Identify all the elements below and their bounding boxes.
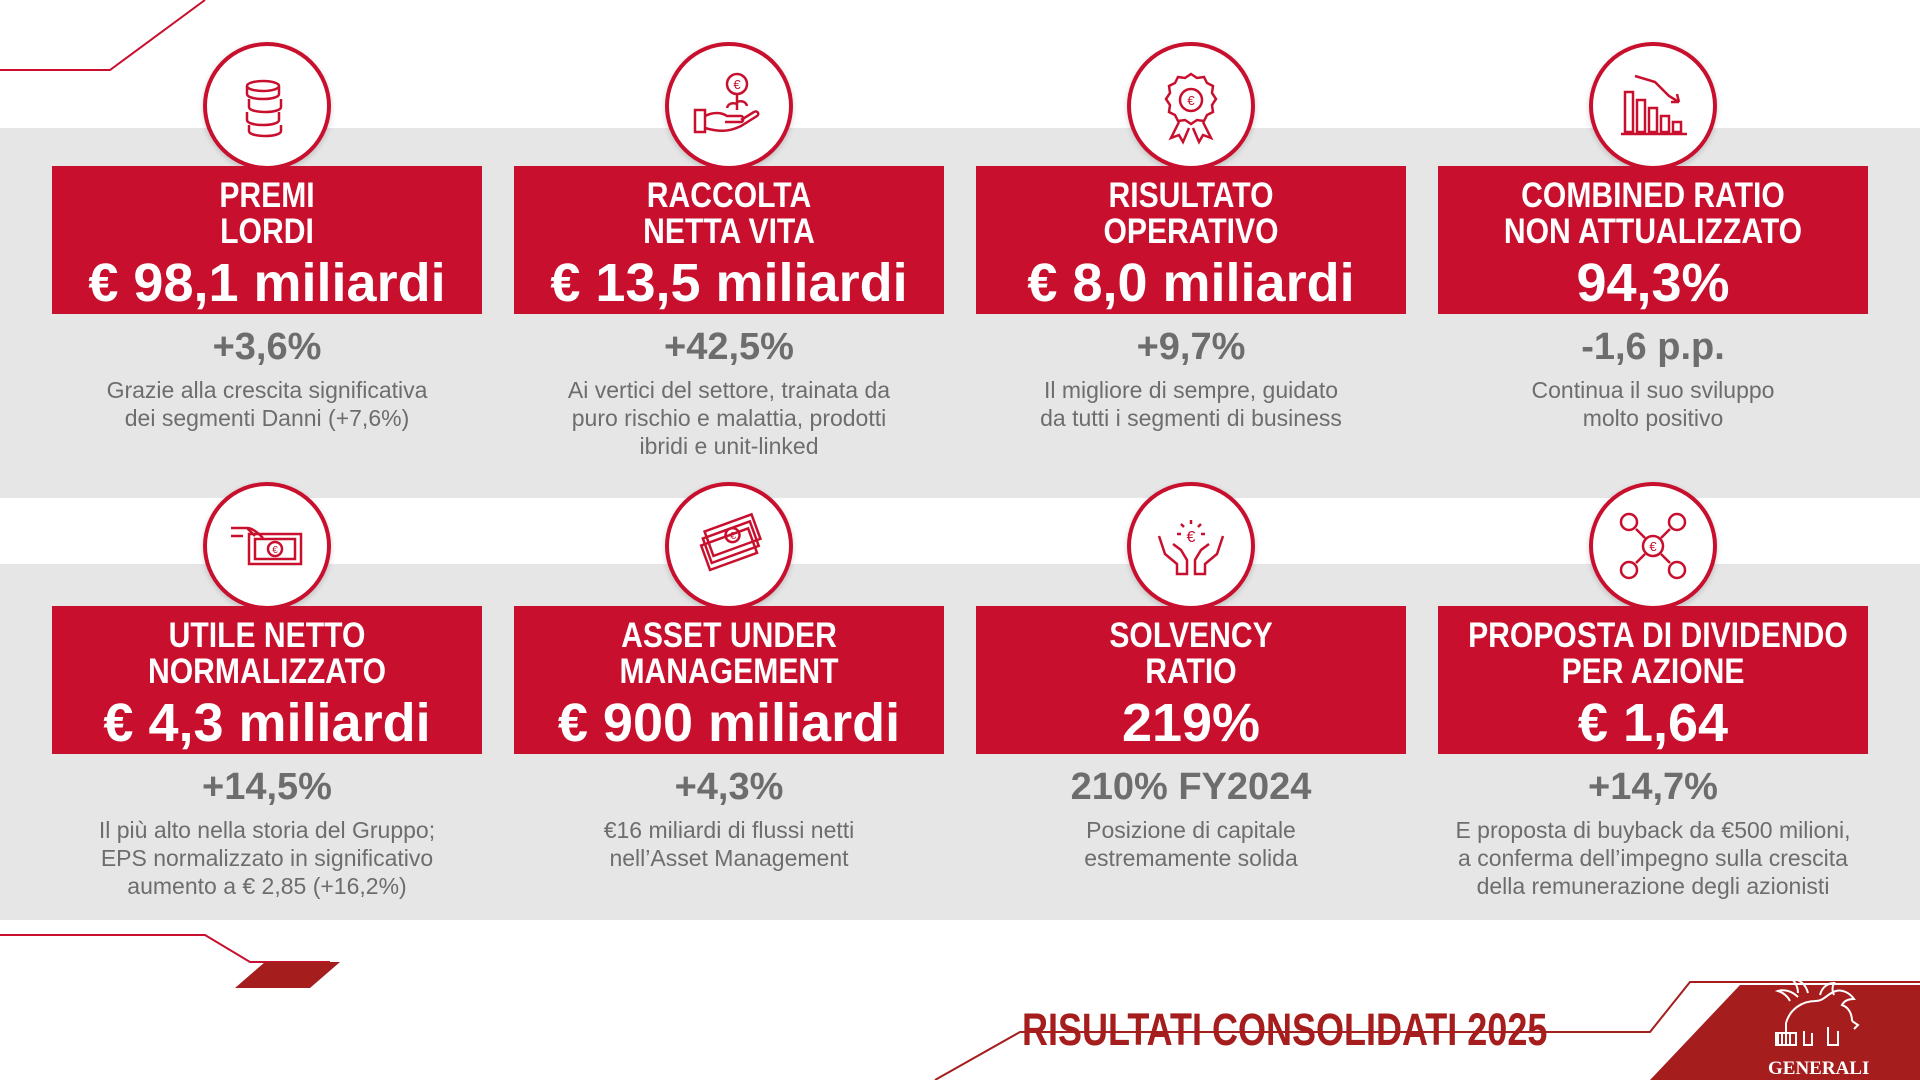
logo-wordmark: GENERALI — [1768, 1058, 1870, 1079]
card-title-line2: MANAGEMENT — [619, 652, 839, 691]
card-value: 219% — [1121, 693, 1261, 753]
card-value: 94,3% — [1576, 253, 1730, 313]
card-title-line1: RISULTATO — [1108, 176, 1274, 215]
card-desc-line1: Il migliore di sempre, guidato — [1043, 377, 1339, 403]
card-desc-line3: ibridi e unit-linked — [639, 433, 819, 459]
hands-euro-icon: € — [1127, 482, 1255, 610]
footer-title: RISULTATI CONSOLIDATI 2025 — [1022, 1004, 1548, 1055]
card-desc-line3: aumento a € 2,85 (+16,2%) — [127, 873, 407, 899]
card-desc-line1: Grazie alla crescita significativa — [106, 377, 428, 403]
card-title-line1: RACCOLTA — [646, 176, 812, 215]
card-title-line2: NON ATTUALIZZATO — [1503, 212, 1803, 251]
card-desc-line2: EPS normalizzato in significativo — [100, 845, 434, 871]
euro-network-people-icon: € — [1589, 482, 1717, 610]
card-desc-line3: della remunerazione degli azionisti — [1476, 873, 1830, 899]
svg-text:€: € — [733, 77, 741, 92]
card-desc-line1: E proposta di buyback da €500 milioni, — [1455, 817, 1851, 843]
card-change: -1,6 p.p. — [1581, 326, 1725, 368]
card-desc-line2: da tutti i segmenti di business — [1040, 405, 1342, 431]
card-desc-line2: a conferma dell’impegno sulla crescita — [1458, 845, 1848, 871]
hand-euro-banknote-icon: € — [203, 482, 331, 610]
svg-text:€: € — [1649, 539, 1657, 554]
card-title-line2: OPERATIVO — [1103, 212, 1279, 251]
card-value: € 900 miliardi — [557, 693, 901, 753]
hand-euro-plant-icon: € — [665, 42, 793, 170]
card-change: 210% FY2024 — [1070, 766, 1312, 808]
card-change: +14,7% — [1588, 766, 1718, 808]
card-value: € 4,3 miliardi — [103, 693, 431, 753]
card-title-line1: PREMI — [219, 176, 315, 215]
card-title-line2: RATIO — [1145, 652, 1237, 691]
card-desc-line1: Il più alto nella storia del Gruppo; — [98, 817, 436, 843]
card-desc-line2: molto positivo — [1582, 405, 1724, 431]
card-desc-line1: Continua il suo sviluppo — [1531, 377, 1775, 403]
svg-text:€: € — [1187, 93, 1195, 108]
card-title-line1: COMBINED RATIO — [1521, 176, 1785, 215]
card-change: +4,3% — [674, 766, 784, 808]
banknotes-stack-icon: € — [665, 482, 793, 610]
card-change: +14,5% — [202, 766, 332, 808]
card-title-line1: PROPOSTA DI DIVIDENDO — [1468, 616, 1848, 655]
card-title-line2: NORMALIZZATO — [148, 652, 386, 691]
card-desc-line1: €16 miliardi di flussi netti — [603, 817, 855, 843]
svg-text:€: € — [272, 545, 278, 556]
card-value: € 8,0 miliardi — [1027, 253, 1355, 313]
coins-stack-icon — [203, 42, 331, 170]
card-desc-line2: nell’Asset Management — [609, 845, 849, 871]
card-desc-line2: estremamente solida — [1084, 845, 1298, 871]
card-value: € 13,5 miliardi — [550, 253, 908, 313]
card-desc-line2: dei segmenti Danni (+7,6%) — [124, 405, 410, 431]
svg-text:€: € — [1187, 529, 1196, 546]
card-change: +9,7% — [1136, 326, 1246, 368]
declining-bar-chart-icon — [1589, 42, 1717, 170]
card-desc-line2: puro rischio e malattia, prodotti — [571, 405, 887, 431]
card-title-line1: UTILE NETTO — [168, 616, 366, 655]
generali-lion-logo-icon — [1774, 977, 1860, 1046]
card-title-line1: ASSET UNDER — [621, 616, 837, 655]
svg-text:€: € — [729, 530, 738, 542]
card-value: € 98,1 miliardi — [88, 253, 446, 313]
card-change: +3,6% — [212, 326, 322, 368]
card-desc-line1: Posizione di capitale — [1086, 817, 1296, 843]
card-desc-line1: Ai vertici del settore, trainata da — [567, 377, 891, 403]
card-change: +42,5% — [664, 326, 794, 368]
card-title-line2: PER AZIONE — [1561, 652, 1745, 691]
card-title-line1: SOLVENCY — [1109, 616, 1273, 655]
card-title-line2: LORDI — [220, 212, 314, 251]
card-value: € 1,64 — [1577, 693, 1729, 753]
card-title-line2: NETTA VITA — [643, 212, 815, 251]
euro-award-ribbon-icon: € — [1127, 42, 1255, 170]
